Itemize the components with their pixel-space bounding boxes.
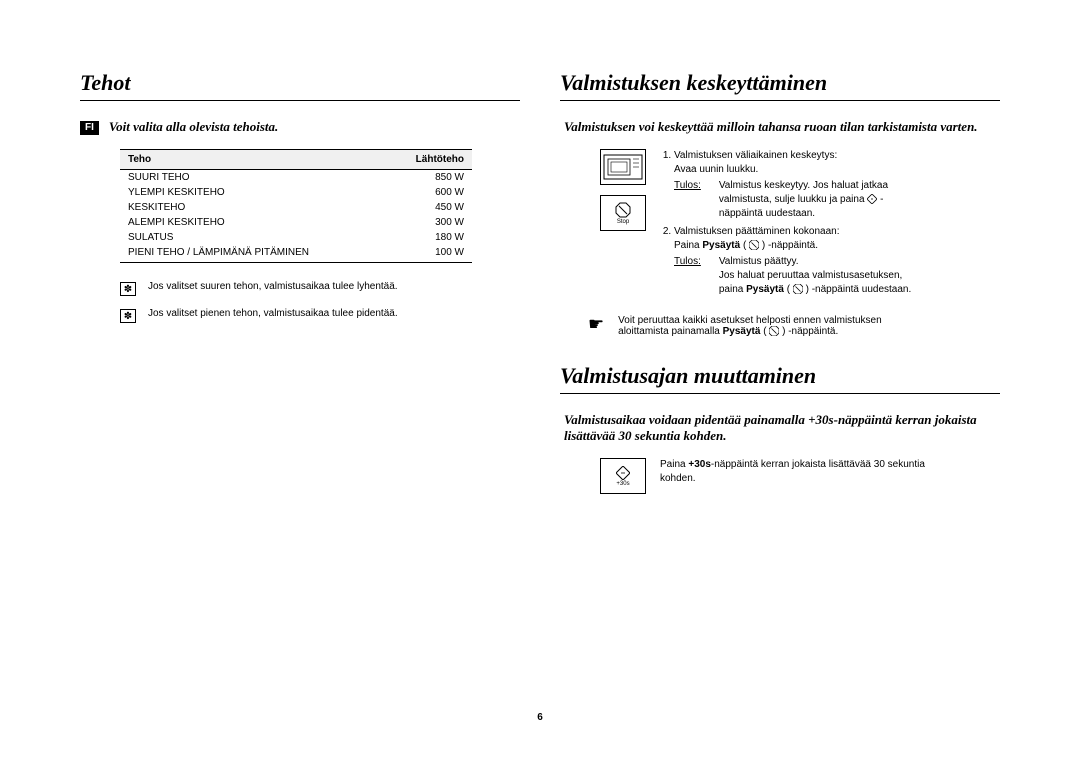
note-icon: ✽ bbox=[120, 309, 136, 323]
fi-badge: FI bbox=[80, 121, 99, 135]
step-1: Valmistuksen väliaikainen keskeytys: Ava… bbox=[674, 149, 911, 221]
start-icon bbox=[867, 194, 877, 204]
tulos-row: Tulos: Valmistus päättyy. Jos haluat per… bbox=[674, 255, 911, 297]
tulos-row: Tulos: Valmistus keskeytyy. Jos haluat j… bbox=[674, 179, 911, 221]
table-header-power: Teho bbox=[120, 150, 385, 170]
tulos-label: Tulos: bbox=[674, 179, 701, 221]
pointer-text: Voit peruuttaa kaikki asetukset helposti… bbox=[618, 315, 882, 337]
hand-pointer-icon: ☛ bbox=[588, 315, 604, 333]
intro-text-stop: Valmistuksen voi keskeyttää milloin taha… bbox=[560, 119, 1000, 135]
right-column: Valmistuksen keskeyttäminen Valmistuksen… bbox=[560, 70, 1000, 723]
left-column: Tehot FI Voit valita alla olevista tehoi… bbox=[80, 70, 520, 723]
stop-inline-icon bbox=[793, 284, 803, 294]
tulos-label: Tulos: bbox=[674, 255, 701, 297]
page-number: 6 bbox=[537, 712, 543, 723]
note-row-2: ✽ Jos valitset pienen tehon, valmistusai… bbox=[120, 308, 520, 323]
plus30s-button-icon: +30s bbox=[600, 458, 646, 494]
intro-text-left: Voit valita alla olevista tehoista. bbox=[109, 119, 278, 135]
stop-svg-icon bbox=[615, 202, 631, 218]
steps-row-time: +30s Paina +30s-näppäintä kerran jokaist… bbox=[600, 458, 1000, 494]
intro-text-time: Valmistusaikaa voidaan pidentää painamal… bbox=[560, 412, 1000, 444]
stop-button-icon: Stop bbox=[600, 195, 646, 231]
tulos-text: Valmistus päättyy. Jos haluat peruuttaa … bbox=[719, 255, 911, 297]
microwave-svg-icon bbox=[603, 154, 643, 180]
table-row: SUURI TEHO850 W bbox=[120, 170, 472, 186]
tulos-text: Valmistus keskeytyy. Jos haluat jatkaa v… bbox=[719, 179, 888, 221]
power-table: Teho Lähtöteho SUURI TEHO850 W YLEMPI KE… bbox=[120, 149, 472, 263]
icon-column: +30s bbox=[600, 458, 646, 494]
section-title-time: Valmistusajan muuttaminen bbox=[560, 363, 1000, 394]
stop-label: Stop bbox=[617, 219, 629, 225]
table-header-output: Lähtöteho bbox=[385, 150, 472, 170]
plus30s-svg-icon bbox=[616, 466, 630, 480]
steps-row: Stop Valmistuksen väliaikainen keskeytys… bbox=[600, 149, 1000, 301]
note-row-1: ✽ Jos valitset suuren tehon, valmistusai… bbox=[120, 281, 520, 296]
fi-intro-row: FI Voit valita alla olevista tehoista. bbox=[80, 119, 520, 135]
stop-inline-icon bbox=[749, 240, 759, 250]
steps-list: Valmistuksen väliaikainen keskeytys: Ava… bbox=[660, 149, 911, 301]
plus30s-label: +30s bbox=[616, 481, 629, 487]
note-text: Jos valitset pienen tehon, valmistusaika… bbox=[148, 308, 398, 319]
note-text: Jos valitset suuren tehon, valmistusaika… bbox=[148, 281, 398, 292]
stop-inline-icon bbox=[769, 326, 779, 336]
table-row: YLEMPI KESKITEHO600 W bbox=[120, 185, 472, 200]
icon-column: Stop bbox=[600, 149, 646, 301]
table-row: KESKITEHO450 W bbox=[120, 200, 472, 215]
table-row: ALEMPI KESKITEHO300 W bbox=[120, 215, 472, 230]
pointer-note: ☛ Voit peruuttaa kaikki asetukset helpos… bbox=[588, 315, 1000, 337]
section-title-tehot: Tehot bbox=[80, 70, 520, 101]
table-row: PIENI TEHO / LÄMPIMÄNÄ PITÄMINEN100 W bbox=[120, 245, 472, 263]
table-row: SULATUS180 W bbox=[120, 230, 472, 245]
step-2: Valmistuksen päättäminen kokonaan: Paina… bbox=[674, 225, 911, 297]
page-container: Tehot FI Voit valita alla olevista tehoi… bbox=[80, 70, 1000, 723]
microwave-icon bbox=[600, 149, 646, 185]
section-title-stop: Valmistuksen keskeyttäminen bbox=[560, 70, 1000, 101]
note-icon: ✽ bbox=[120, 282, 136, 296]
time-step-text: Paina +30s-näppäintä kerran jokaista lis… bbox=[660, 458, 925, 494]
section-time-change: Valmistusajan muuttaminen Valmistusaikaa… bbox=[560, 363, 1000, 494]
